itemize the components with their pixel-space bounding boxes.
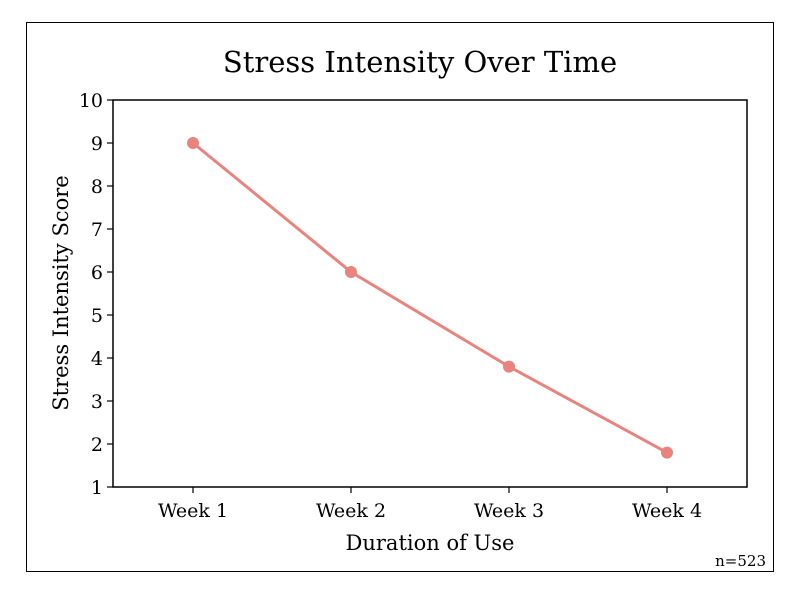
sample-size-annotation: n=523	[715, 552, 766, 570]
y-tick-label: 5	[91, 305, 103, 327]
data-point	[503, 360, 515, 373]
plot-area	[112, 99, 748, 488]
chart-frame	[26, 22, 774, 572]
x-tick-label: Week 2	[316, 500, 386, 522]
y-tick-label: 6	[91, 262, 103, 284]
series-line	[192, 141, 668, 454]
y-axis-label: Stress Intensity Score	[49, 175, 73, 410]
x-tick-label: Week 1	[158, 500, 228, 522]
y-tick-label: 4	[91, 348, 103, 370]
data-point	[661, 446, 673, 459]
y-tick-label: 9	[91, 133, 103, 155]
data-point	[345, 266, 357, 278]
y-tick-label: 1	[91, 477, 103, 499]
y-tick-label: 2	[91, 434, 103, 456]
x-tick-label: Week 3	[474, 500, 544, 522]
chart-title: Stress Intensity Over Time	[223, 45, 617, 79]
y-tick-label: 3	[91, 391, 103, 413]
data-point	[187, 137, 199, 149]
x-axis-label: Duration of Use	[346, 531, 515, 555]
y-tick-label: 7	[91, 219, 103, 241]
x-tick-label: Week 4	[632, 500, 702, 522]
y-tick-label: 8	[91, 176, 103, 198]
y-tick-label: 10	[79, 90, 103, 112]
